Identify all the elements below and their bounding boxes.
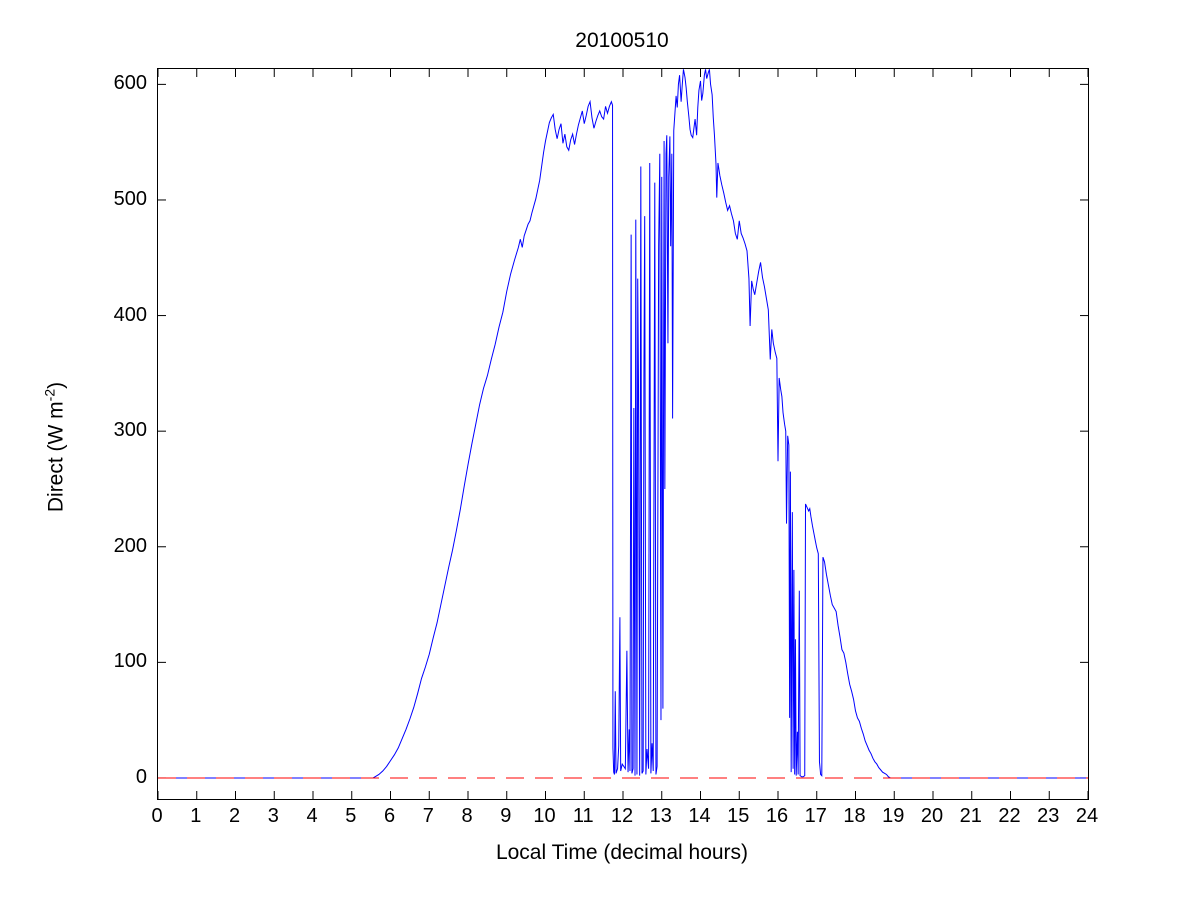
y-tick-label: 200	[113, 534, 147, 557]
x-tick-label: 20	[920, 805, 944, 827]
plot-area	[157, 68, 1089, 800]
x-tick-label: 7	[422, 805, 434, 827]
x-tick-label: 22	[998, 805, 1021, 827]
x-tick-label: 21	[959, 805, 982, 827]
y-axis-label-superscript: -2	[41, 388, 58, 402]
x-tick-label: 9	[500, 805, 512, 827]
x-tick-label: 13	[649, 805, 672, 827]
y-axis-label: Direct (W m-2)	[38, 382, 69, 512]
y-tick-label: 600	[113, 72, 147, 95]
x-axis-label: Local Time (decimal hours)	[495, 841, 749, 864]
plot-svg	[157, 69, 1089, 799]
y-axis-label-main: Direct (W m	[44, 401, 68, 513]
x-tick-label: 14	[688, 805, 711, 827]
data-line-direct-irradiance	[158, 69, 1088, 779]
x-tick-label: 19	[882, 805, 905, 827]
x-tick-label: 1	[190, 805, 202, 827]
x-tick-label: 12	[610, 805, 634, 827]
x-tick-label: 3	[267, 805, 279, 827]
x-tick-label: 18	[843, 805, 866, 827]
chart-title: 20100510	[575, 29, 669, 52]
x-tick-label: 0	[151, 805, 163, 827]
y-axis-label-close: )	[44, 381, 68, 389]
x-tick-label: 4	[306, 805, 318, 827]
x-tick-label: 17	[804, 805, 827, 827]
y-tick-label: 100	[113, 650, 147, 673]
x-tick-label: 10	[533, 805, 556, 827]
x-tick-label: 11	[572, 805, 594, 827]
y-tick-label: 500	[113, 187, 147, 210]
y-tick-label: 0	[135, 765, 147, 788]
y-tick-label: 400	[113, 303, 147, 326]
x-tick-label: 15	[727, 805, 750, 827]
x-tick-label: 8	[461, 805, 473, 827]
x-tick-label: 23	[1037, 805, 1060, 827]
axis-tick-marks	[157, 69, 1089, 799]
x-tick-label: 16	[765, 805, 789, 827]
x-tick-label: 24	[1075, 805, 1099, 827]
y-tick-label: 300	[113, 419, 147, 442]
x-tick-label: 6	[383, 805, 396, 827]
x-tick-label: 5	[345, 805, 357, 827]
x-tick-label: 2	[228, 805, 241, 827]
